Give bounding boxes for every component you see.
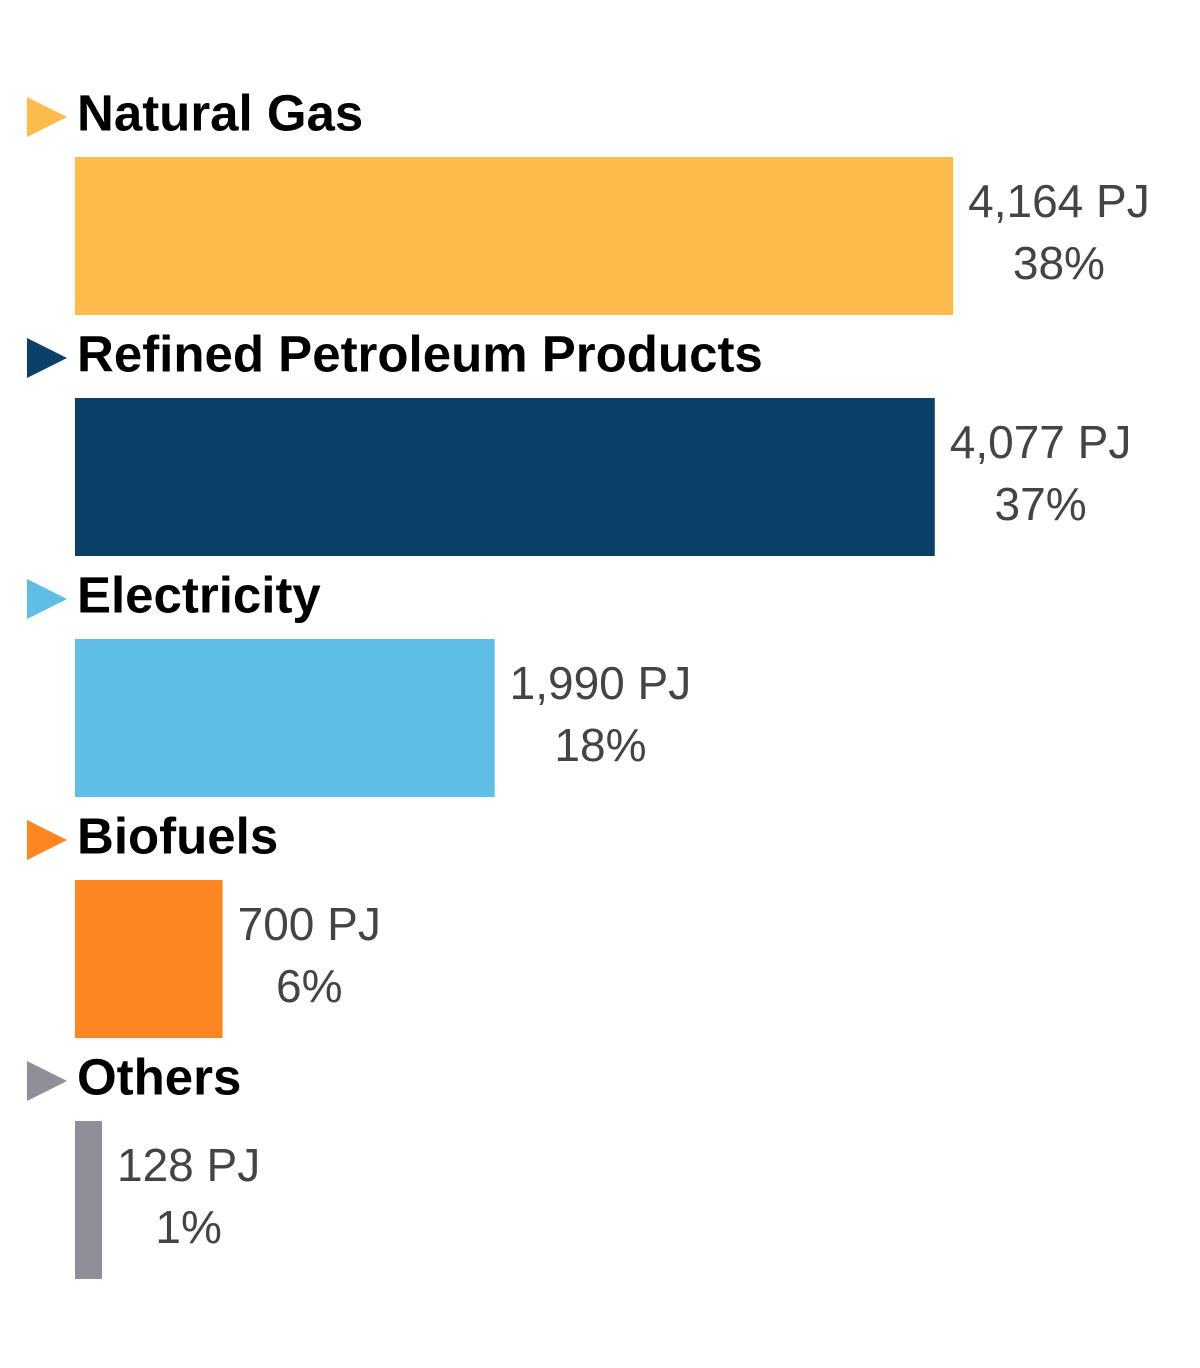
percent-label: 37%	[995, 478, 1087, 530]
value-label: 128 PJ	[117, 1139, 260, 1191]
bar	[75, 398, 935, 556]
percent-label: 38%	[1013, 237, 1105, 289]
bar	[75, 157, 954, 315]
value-label: 4,164 PJ	[968, 175, 1150, 227]
category-label: Refined Petroleum Products	[77, 325, 763, 382]
percent-label: 6%	[276, 960, 342, 1012]
value-label: 4,077 PJ	[950, 416, 1132, 468]
legend-marker	[27, 579, 67, 619]
category-label: Biofuels	[77, 807, 278, 864]
category-label: Natural Gas	[77, 84, 363, 141]
category-label: Others	[77, 1048, 241, 1105]
legend-marker	[27, 338, 67, 378]
bar	[75, 639, 495, 797]
value-label: 700 PJ	[238, 898, 381, 950]
category-label: Electricity	[77, 566, 321, 623]
legend-marker	[27, 97, 67, 137]
value-label: 1,990 PJ	[510, 657, 692, 709]
bar	[75, 1121, 102, 1279]
percent-label: 1%	[155, 1201, 221, 1253]
legend-marker	[27, 1061, 67, 1101]
percent-label: 18%	[554, 719, 646, 771]
legend-marker	[27, 820, 67, 860]
bar	[75, 880, 223, 1038]
